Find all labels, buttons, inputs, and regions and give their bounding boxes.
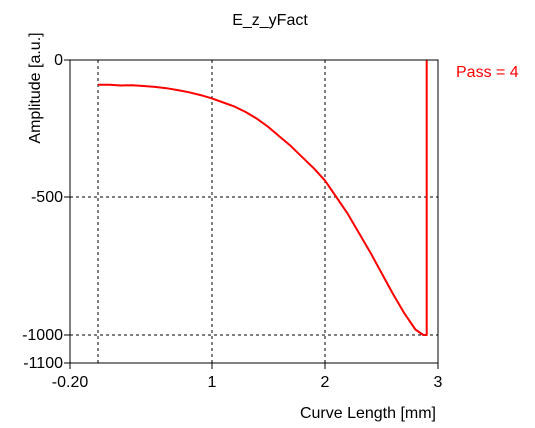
x-tick-label: 3 <box>434 374 443 391</box>
series-line <box>98 60 428 336</box>
chart-title: E_z_yFact <box>232 12 308 29</box>
y-axis-label: Amplitude [a.u.] <box>27 32 44 143</box>
x-tick-label: 2 <box>321 374 330 391</box>
y-tick-label: 0 <box>54 52 63 69</box>
x-tick-label: -0.20 <box>52 374 89 391</box>
grid-layer <box>70 60 438 363</box>
y-tick-label: -500 <box>31 189 63 206</box>
x-tick-label: 1 <box>208 374 217 391</box>
y-tick-label: -1100 <box>23 355 63 372</box>
series-layer <box>98 60 428 336</box>
x-axis-label: Curve Length [mm] <box>300 405 436 422</box>
y-tick-label: -1000 <box>22 327 63 344</box>
legend-label: Pass = 4 <box>456 64 519 81</box>
plot-frame <box>69 59 439 364</box>
tick-layer: -0.20 1 2 3 0 -500 -1000 -1100 <box>22 52 442 391</box>
